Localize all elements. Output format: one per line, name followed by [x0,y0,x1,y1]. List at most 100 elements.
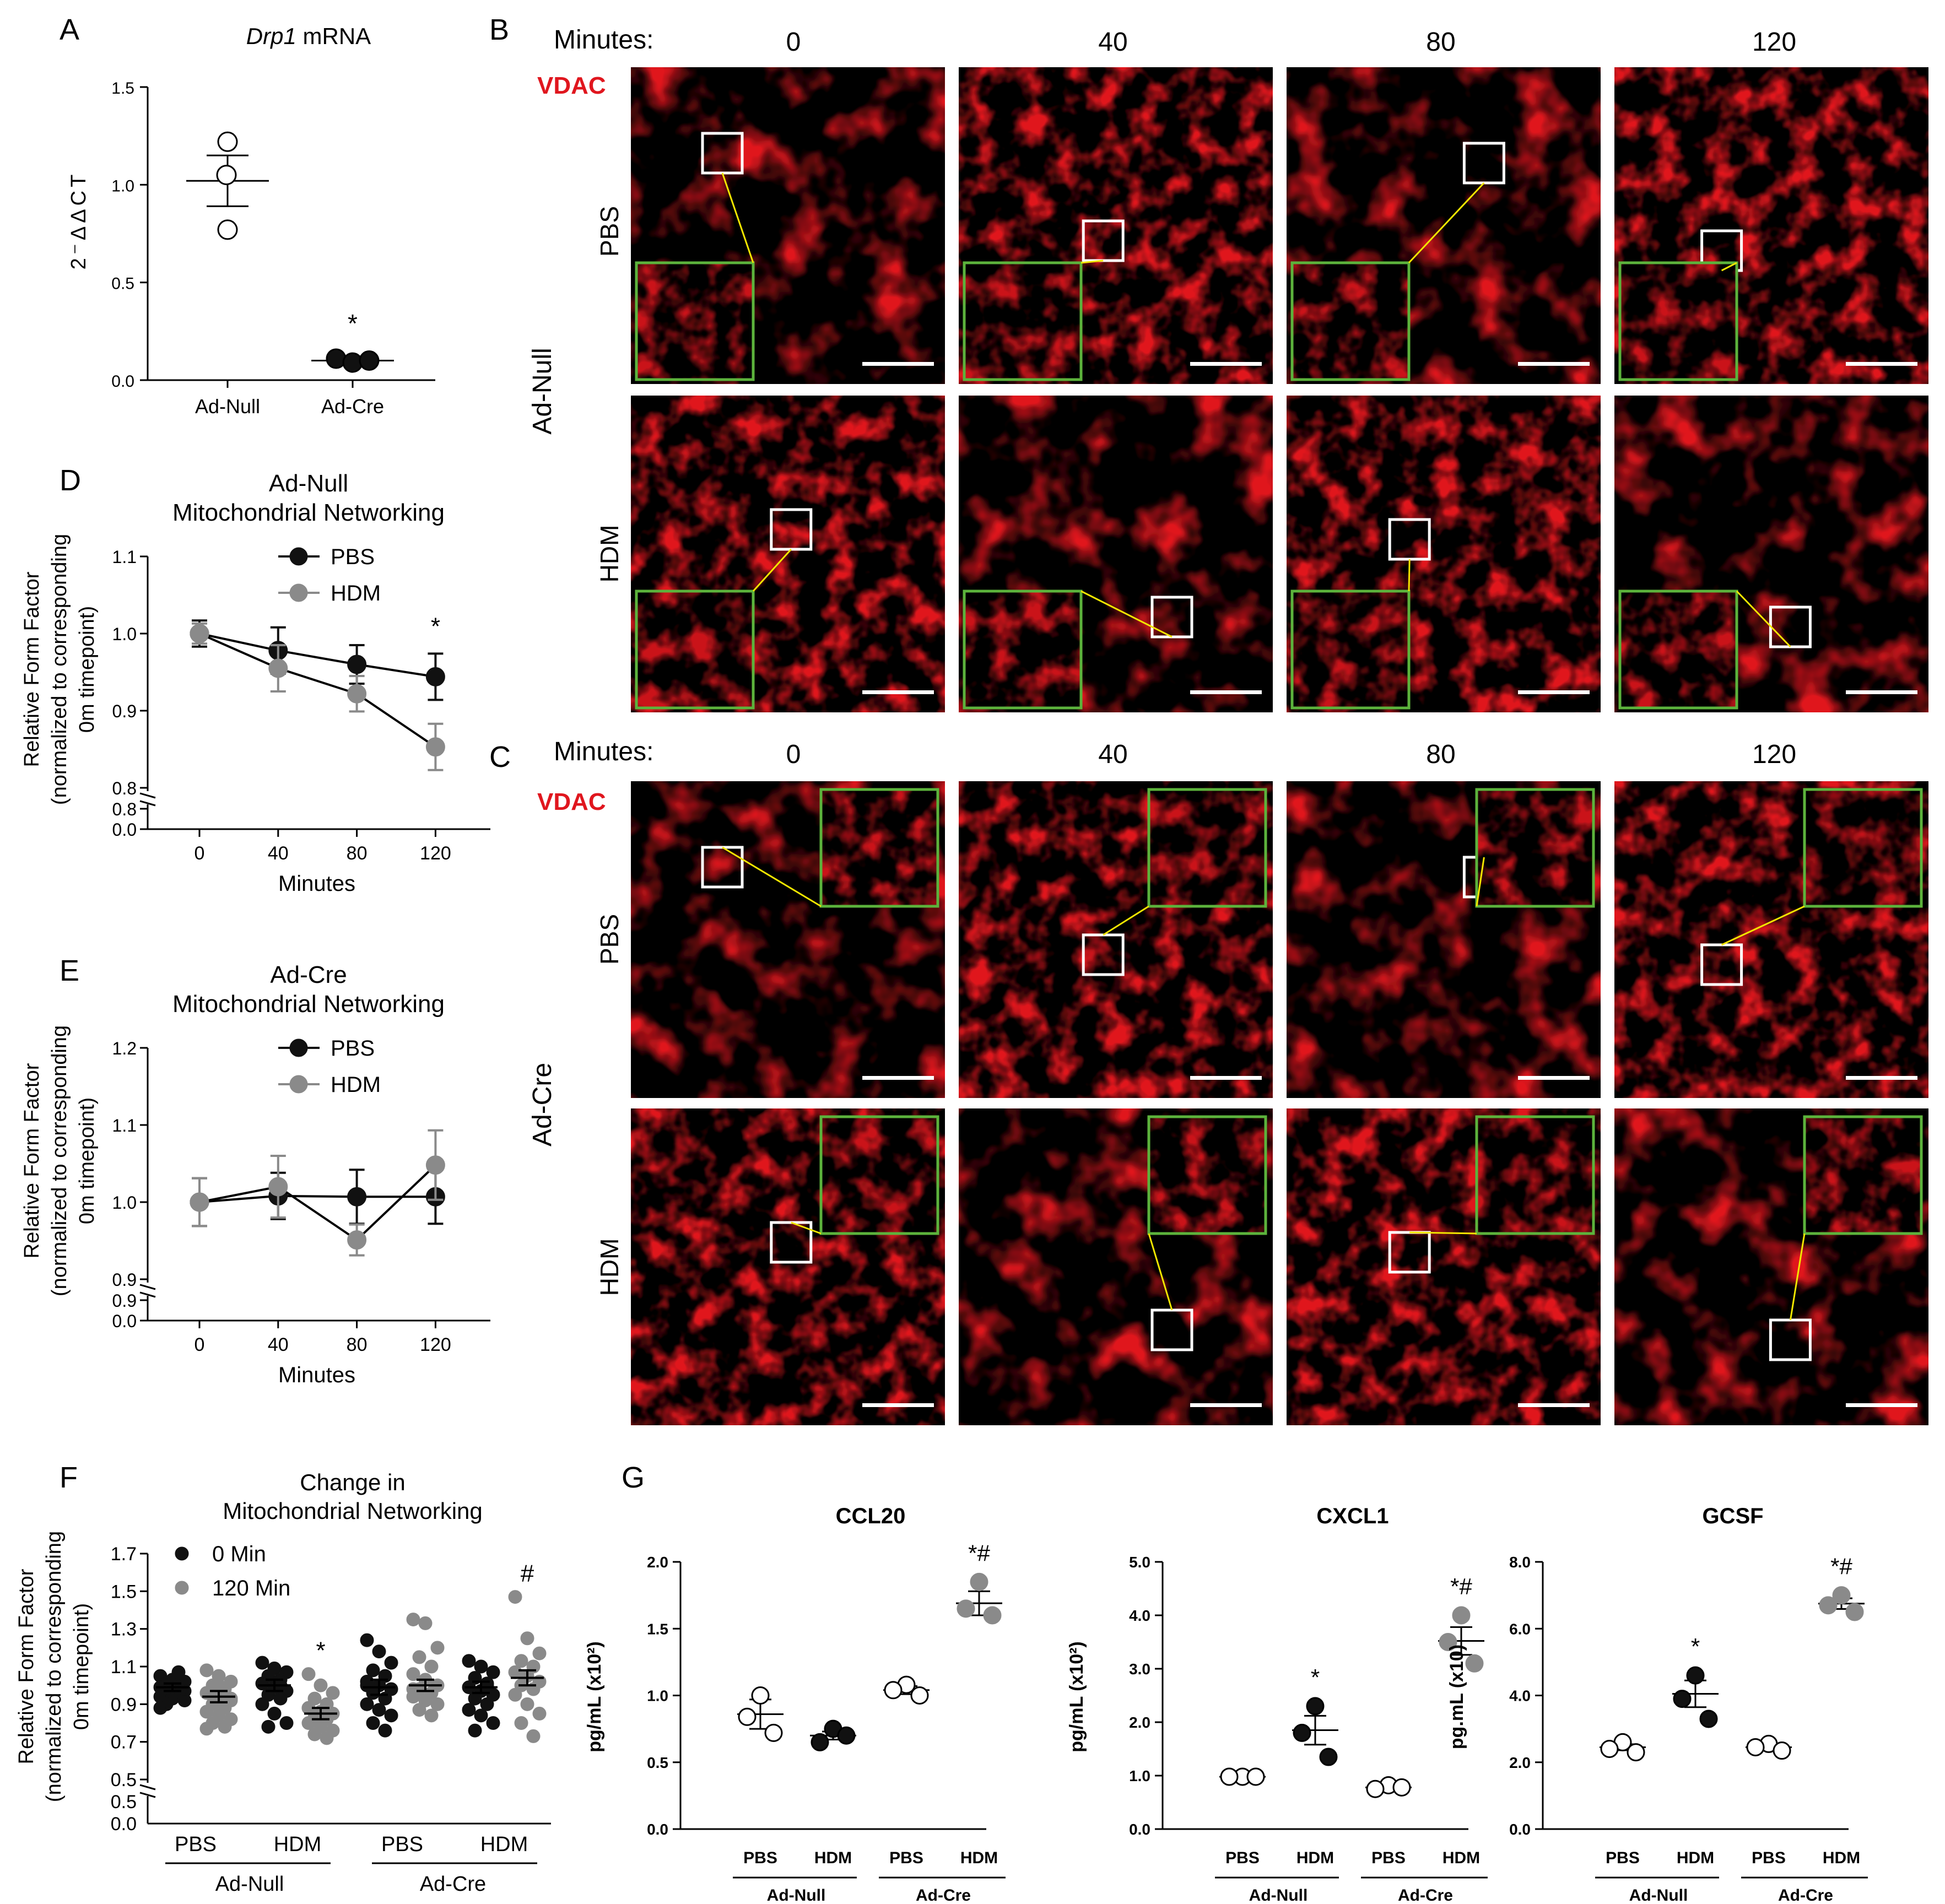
y-tick-label: 1.3 [111,1619,137,1640]
data-point [406,1613,420,1627]
data-point [462,1703,476,1717]
row-label: HDM [595,525,624,583]
x-tick-label: 40 [268,843,289,864]
y-axis-label: 2⁻ΔΔCT [67,171,90,270]
data-point [1246,1767,1265,1786]
zoom-inset-border [1147,788,1267,908]
zoom-inset-stain [821,1117,938,1234]
data-point [424,1708,439,1723]
x-tick-label: PBS [889,1849,923,1867]
zoom-arrow [1789,1233,1806,1321]
data-point [255,1676,269,1691]
row-label: PBS [595,206,624,257]
zoom-inset-stain [636,263,753,380]
zoom-inset-stain [1149,1117,1266,1234]
zoom-inset-border [963,261,1083,381]
y-tick-label: 1.0 [112,624,137,644]
data-point [359,350,380,371]
zoom-inset-border [1618,261,1738,381]
data-point [289,1038,308,1057]
timepoint-label: 80 [1426,740,1455,769]
scale-bar [862,690,934,694]
zoom-arrow [1080,590,1173,638]
y-tick-label: 1.0 [1129,1767,1150,1784]
data-point [190,624,209,643]
y-tick-label: 0.0 [111,372,134,391]
chart-title: Mitochondrial Networking [172,499,445,526]
data-point [255,1656,269,1670]
microscopy-grid-c: Minutes: 0 40 80 120 VDAC Ad-Cre PBS HDM [528,737,1928,1425]
data-point [508,1687,522,1702]
legend-label: PBS [331,545,375,569]
data-point [1439,1633,1457,1651]
data-point [418,1616,433,1630]
data-point [486,1665,500,1679]
minutes-label: Minutes: [554,737,653,766]
data-point [910,1686,929,1705]
data-point [372,1645,386,1659]
data-point [1627,1743,1645,1762]
data-point [384,1708,398,1723]
data-point [1366,1779,1385,1798]
timepoint-label: 40 [1098,740,1127,769]
zoom-inset-stain [964,591,1081,708]
y-tick-label: 0.9 [112,1270,137,1290]
panel-letter-b: B [489,13,509,46]
panel-letter-c: C [489,740,511,774]
group-label: Ad-Null [1629,1886,1688,1904]
scale-bar [1846,362,1917,366]
y-tick-label: 2.0 [1129,1714,1150,1731]
data-point [430,1641,445,1655]
y-tick-label: 3.0 [1129,1660,1150,1678]
data-point [1452,1606,1471,1625]
y-axis-label: pg/mL (x10²) [584,1641,605,1752]
stain-label: VDAC [537,72,606,99]
scale-bar [1846,1076,1917,1080]
data-point [526,1729,541,1743]
title-rest: mRNA [296,23,371,49]
significance-mark: * [348,309,358,338]
axis-break [139,1291,156,1298]
significance-mark: *# [1830,1554,1852,1580]
zoom-arrow [1103,905,1149,936]
y-axis-label: (normalized to corresponding [48,534,71,805]
scale-bar [862,362,934,366]
data-point [268,658,288,678]
chart-a-drp1-mrna: Drp1 mRNA 2⁻ΔΔCT 0.0 0.5 1.0 1.5 Ad-Null Ad-Cre… [67,23,435,418]
group-label: Ad-Null [528,348,557,434]
series-line [199,1164,436,1242]
y-tick-label: 6.0 [1509,1620,1531,1637]
data-point [384,1682,398,1696]
y-tick-label: 1.2 [112,1038,137,1058]
timepoint-label: 40 [1098,28,1127,57]
chart-g-cxcl1: CXCL1 pg/mL (x10²) 0.0 1.0 2.0 3.0 4.0 5.0 PBS HD… [1066,1504,1488,1904]
legend-label: PBS [331,1036,375,1061]
data-point [224,1691,238,1706]
scale-bar [1190,1076,1262,1080]
zoom-inset-stain [1477,789,1593,906]
y-axis-label: (normalized to corresponding [48,1025,71,1296]
microscopy-grid-b: Minutes: 0 40 80 120 VDAC Ad-Null PBS HD… [528,25,1928,712]
zoom-arrow [1476,857,1485,907]
zoom-inset-border [963,589,1083,710]
x-tick-label: PBS [743,1849,777,1867]
scale-bar [1518,1403,1590,1407]
data-point [837,1726,856,1745]
group-label: Ad-Cre [1778,1886,1833,1904]
data-point [217,131,238,152]
data-point [468,1691,482,1706]
data-point [486,1716,500,1730]
group-label: Ad-Cre [420,1873,486,1896]
data-point [418,1694,433,1707]
data-point [424,1659,439,1674]
y-tick-label: 1.5 [647,1620,668,1637]
data-point [1306,1697,1325,1716]
data-point [347,654,367,674]
data-point [347,1230,367,1250]
data-point [273,1691,288,1706]
zoom-inset-stain [1620,263,1737,380]
scale-bar [1190,690,1262,694]
y-tick-label: 0.0 [112,1311,137,1331]
axis-break [139,1792,156,1798]
x-tick-label: Ad-Cre [321,395,384,418]
